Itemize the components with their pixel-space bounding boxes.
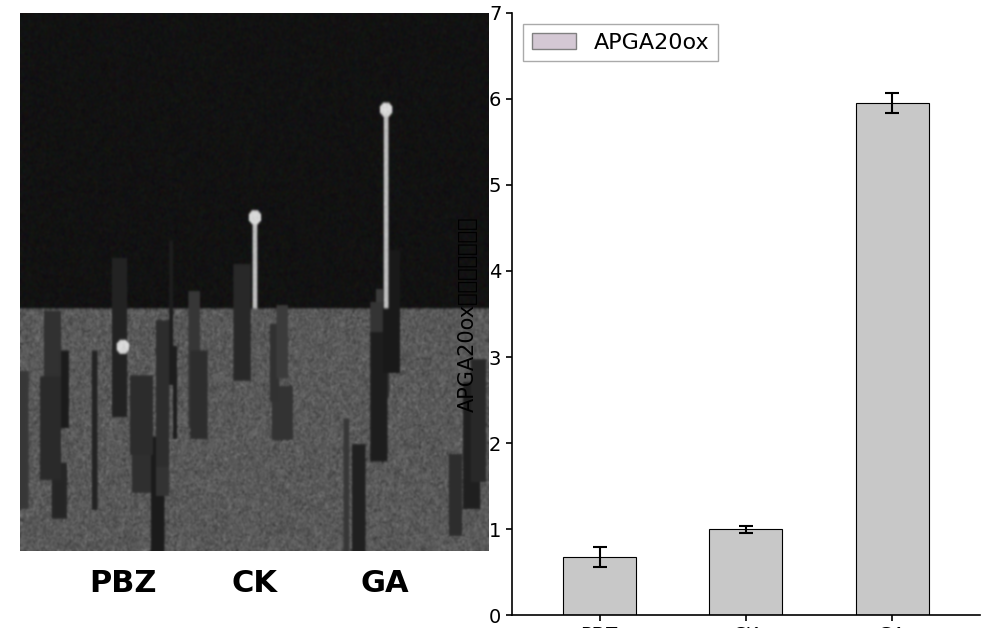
Y-axis label: APGA20ox基因相对表达量: APGA20ox基因相对表达量	[458, 216, 478, 412]
Bar	[563, 557, 636, 615]
Text: GA: GA	[361, 568, 410, 598]
Legend: APGA20ox: APGA20ox	[523, 24, 718, 62]
Text: CK: CK	[231, 568, 277, 598]
Bar	[856, 103, 929, 615]
Text: PBZ: PBZ	[89, 568, 157, 598]
Bar	[709, 529, 782, 615]
